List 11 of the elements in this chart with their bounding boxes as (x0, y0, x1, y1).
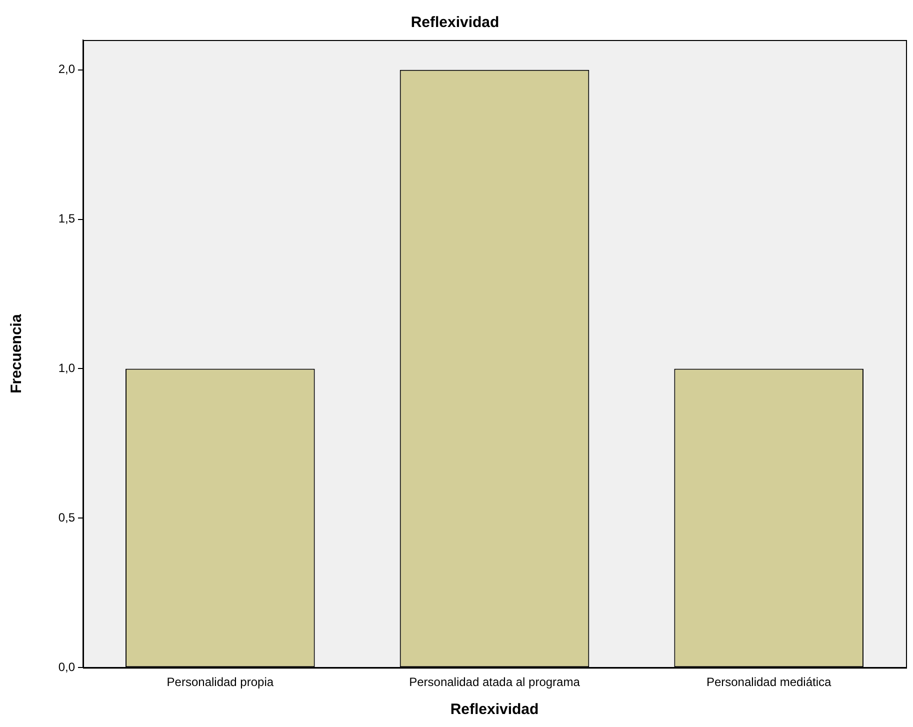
x-axis-title: Reflexividad (450, 701, 539, 718)
chart-title: Reflexividad (410, 14, 500, 32)
y-tick-label: 0,0 (58, 660, 76, 674)
y-tick-label: 2,0 (58, 62, 76, 76)
y-tick-label: 1,0 (58, 361, 76, 376)
y-tick-label: 1,5 (58, 212, 76, 226)
x-tick-label: Personalidad propia (166, 675, 274, 690)
y-axis-title: Frecuencia (8, 314, 26, 394)
x-tick-label: Personalidad mediática (706, 675, 832, 690)
y-tick-label: 0,5 (58, 510, 76, 524)
x-tick-label: Personalidad atada al programa (409, 675, 580, 690)
